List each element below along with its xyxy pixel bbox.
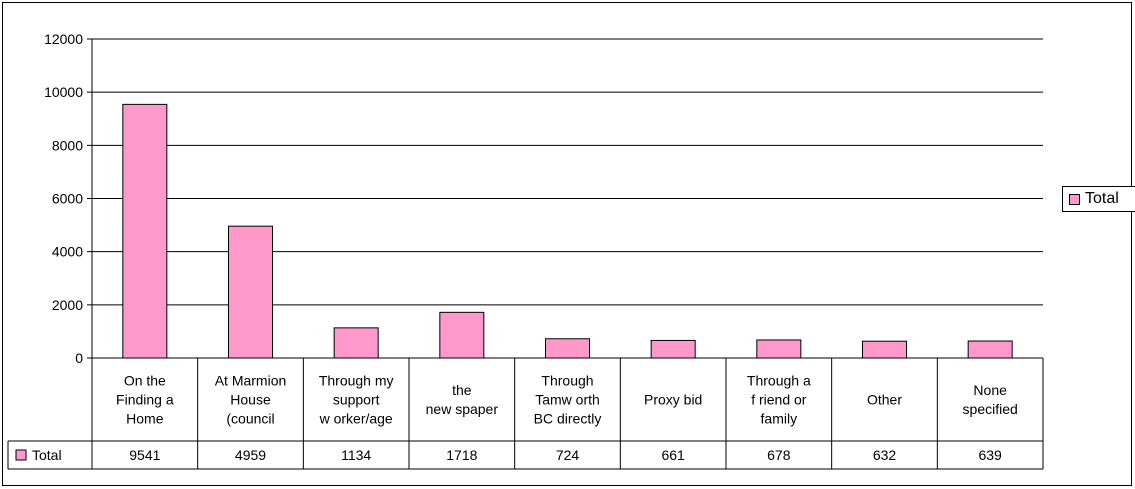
data-label: 632	[873, 447, 897, 463]
bar	[228, 225, 273, 359]
category-label: support	[333, 392, 380, 408]
category-label: Finding a	[116, 392, 174, 408]
legend-label: Total	[1085, 190, 1119, 207]
y-tick-label: 12000	[44, 31, 83, 47]
legend-swatch	[1069, 194, 1080, 205]
bar	[756, 339, 802, 359]
y-tick-label: 8000	[52, 137, 83, 153]
table-series-label: Total	[32, 447, 62, 463]
category-label: Through	[541, 373, 593, 389]
data-label: 1718	[446, 447, 477, 463]
category-label: House	[230, 392, 271, 408]
bar	[862, 340, 907, 359]
bar	[333, 327, 379, 359]
category-label: Other	[867, 392, 902, 408]
bar	[650, 339, 696, 359]
category-label: the	[452, 382, 472, 398]
bar	[122, 103, 168, 359]
data-label: 661	[661, 447, 685, 463]
category-label: At Marmion	[215, 373, 287, 389]
y-tick-label: 10000	[44, 84, 83, 100]
data-label: 9541	[129, 447, 160, 463]
y-tick-label: 4000	[52, 244, 83, 260]
category-label: w orker/age	[319, 411, 393, 427]
y-tick-label: 6000	[52, 191, 83, 207]
category-label: Tamw orth	[535, 392, 600, 408]
category-label: (council	[226, 411, 274, 427]
data-label: 724	[556, 447, 580, 463]
category-label: Home	[126, 411, 164, 427]
data-label: 1134	[341, 447, 371, 463]
table-legend-swatch	[15, 449, 27, 461]
bar	[967, 340, 1013, 359]
category-label: f riend or	[751, 392, 807, 408]
data-label: 678	[767, 447, 791, 463]
y-tick-label: 2000	[52, 297, 83, 313]
data-label: 639	[978, 447, 1002, 463]
category-label: BC directly	[534, 411, 602, 427]
legend: Total	[1062, 186, 1135, 212]
data-label: 4959	[235, 447, 266, 463]
category-label: None	[973, 382, 1007, 398]
category-label: Through my	[319, 373, 394, 389]
category-label: specified	[963, 401, 1018, 417]
bar	[439, 311, 485, 359]
category-label: family	[761, 411, 798, 427]
bar	[545, 338, 590, 359]
category-label: new spaper	[426, 401, 499, 417]
y-tick-label: 0	[75, 350, 83, 366]
category-label: Through a	[747, 373, 811, 389]
category-label: Proxy bid	[644, 392, 702, 408]
category-label: On the	[124, 373, 166, 389]
